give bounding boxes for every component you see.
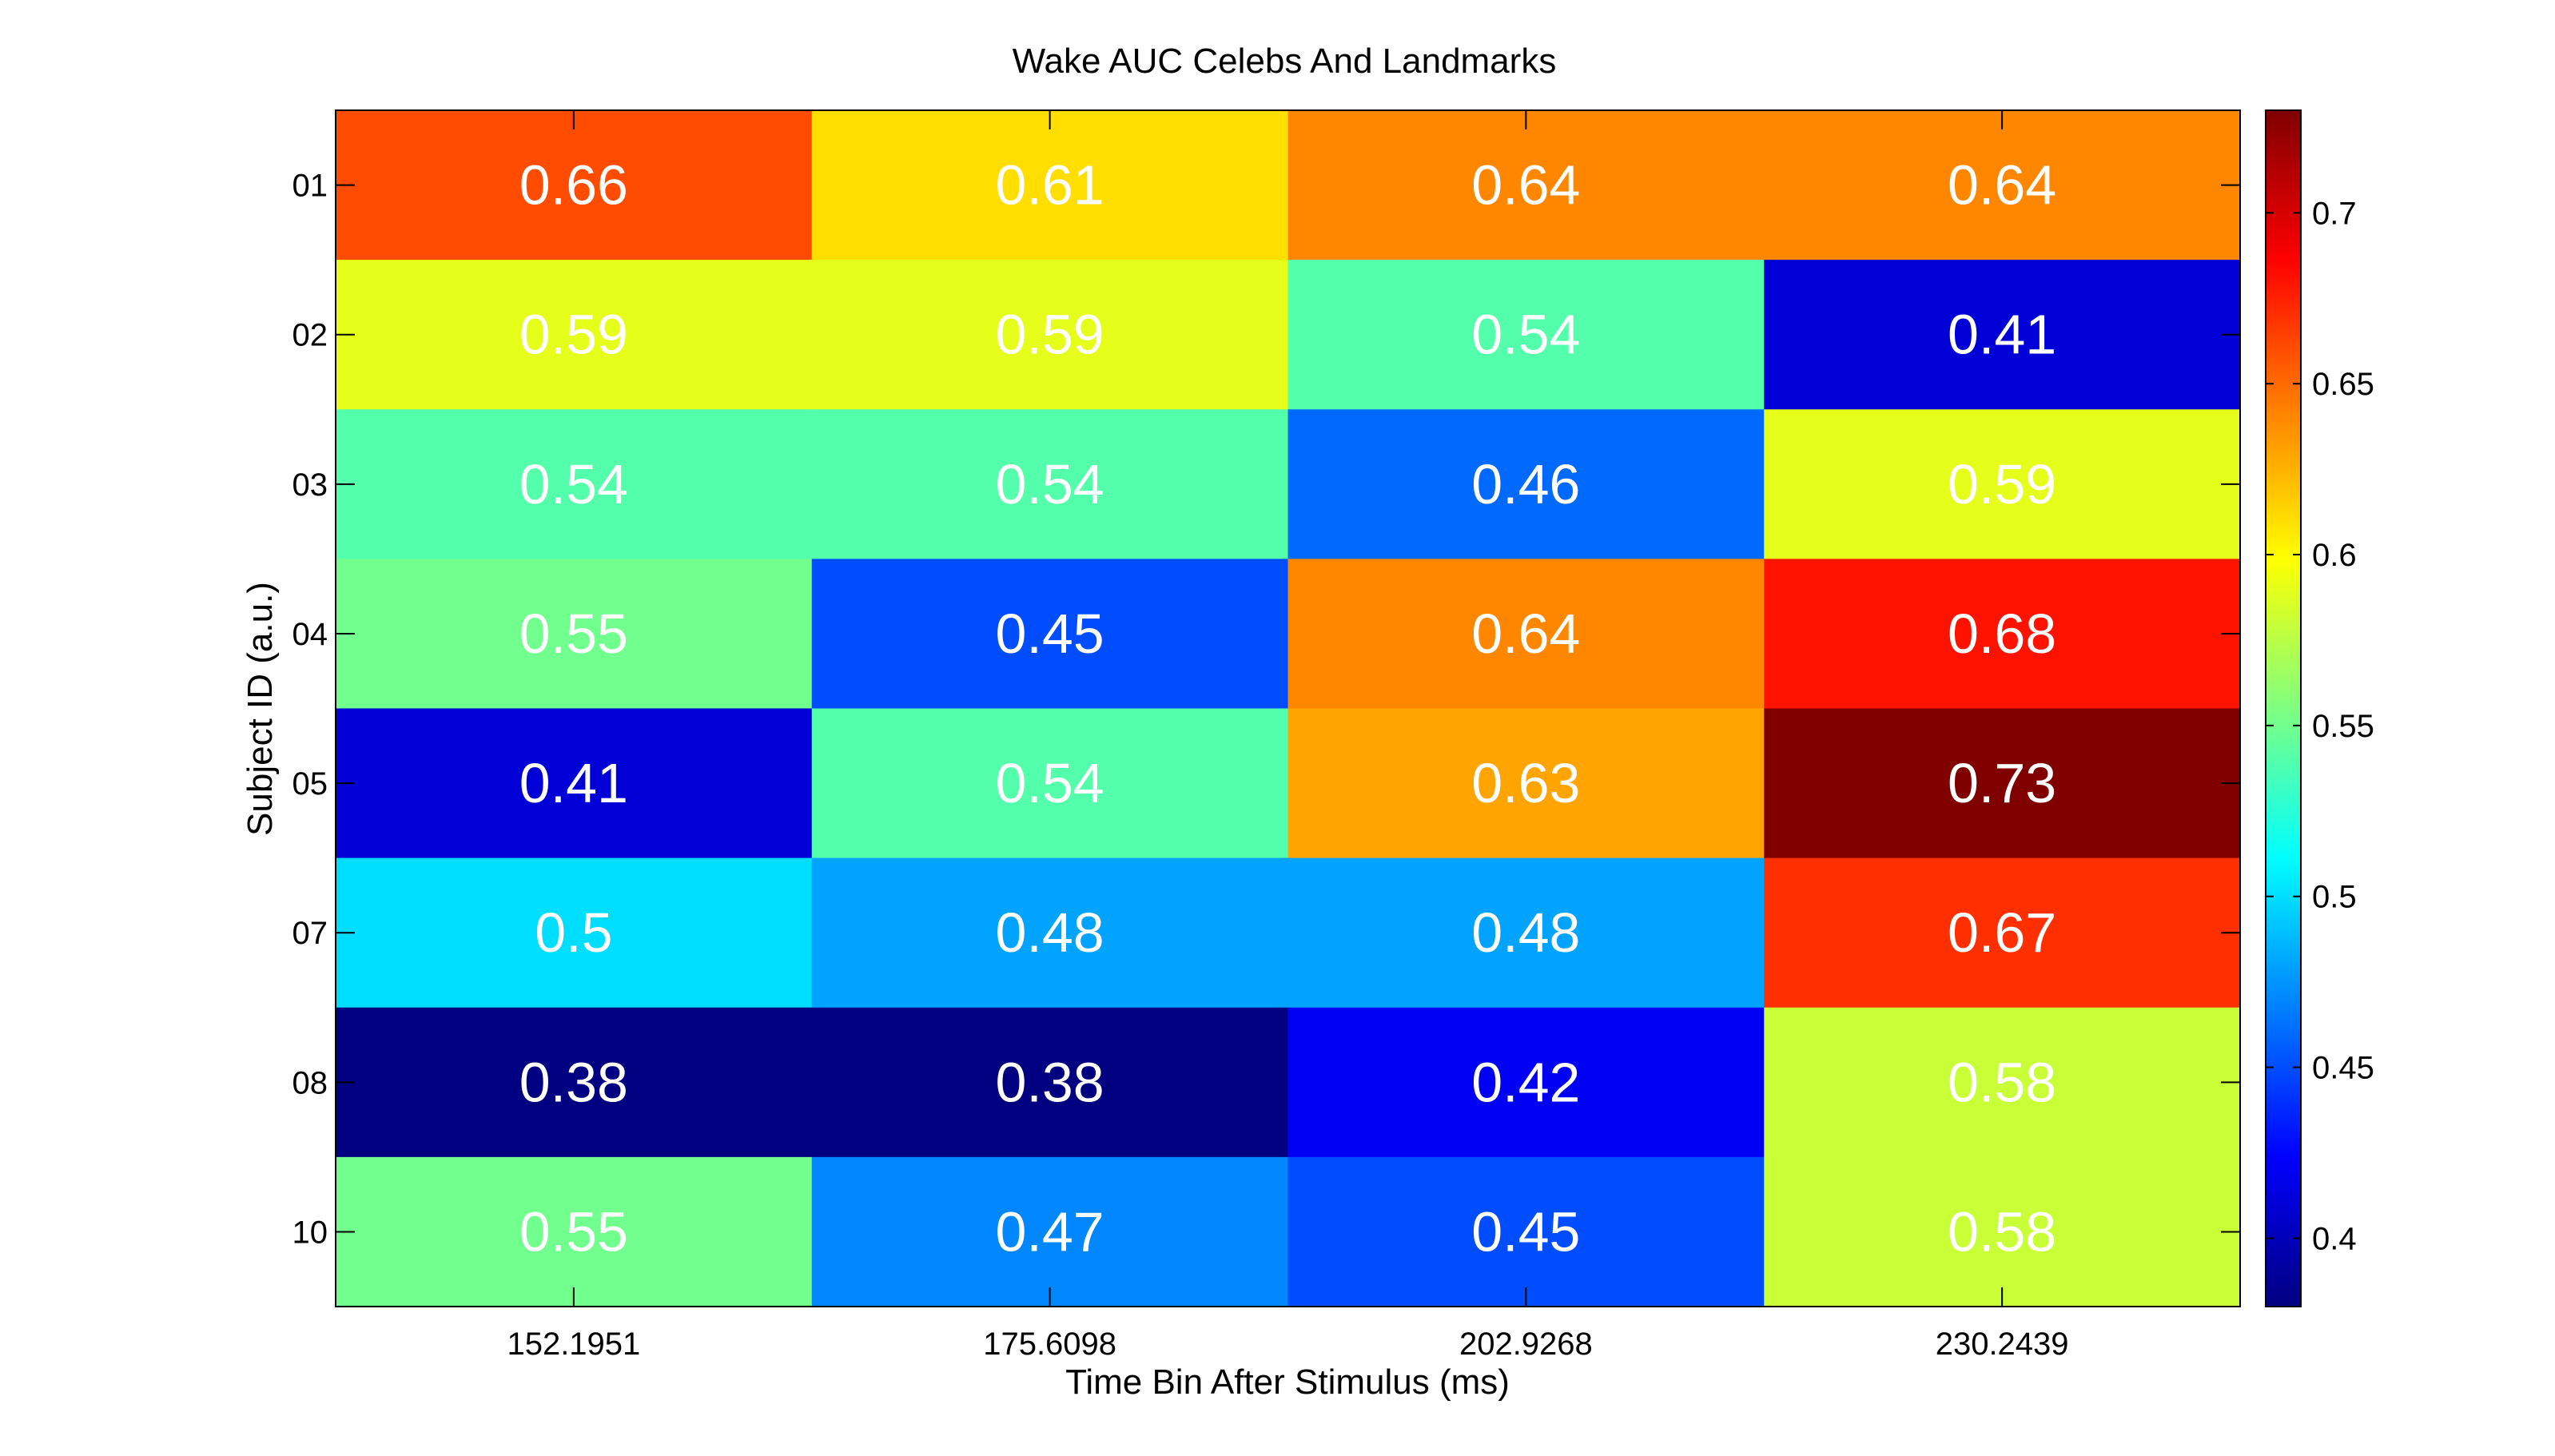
heatmap-cell: [336, 1007, 813, 1158]
cell-value-label: 0.64: [1948, 154, 2056, 217]
cell-value-label: 0.55: [519, 603, 628, 665]
cell-value-label: 0.73: [1948, 752, 2056, 814]
cell-value-label: 0.67: [1948, 901, 2056, 964]
cell-value-label: 0.54: [519, 453, 628, 515]
heatmap-cell: [336, 559, 813, 710]
cell-value-label: 0.64: [1471, 154, 1580, 217]
heatmap-cell: [1287, 559, 1765, 710]
plot-frame: [335, 109, 2241, 1307]
cell-value-label: 0.66: [519, 154, 628, 217]
heatmap-cell: [336, 110, 813, 261]
heatmap-cell: [811, 708, 1289, 859]
cell-value-label: 0.54: [996, 453, 1104, 515]
heatmap-cell: [1764, 409, 2241, 559]
y-tick-label: 07: [293, 916, 328, 951]
cell-value-label: 0.45: [996, 603, 1104, 665]
heatmap-cell: [1764, 857, 2241, 1008]
x-tick-label: 202.9268: [1459, 1327, 1593, 1362]
heatmap-cell: [1287, 708, 1765, 859]
y-tick-label: 02: [293, 318, 328, 353]
cell-value-label: 0.46: [1471, 453, 1580, 515]
heatmap-cell: [1764, 559, 2241, 710]
cell-value-label: 0.58: [1948, 1051, 2056, 1113]
y-tick-label: 03: [293, 467, 328, 503]
colorbar-tick-label: 0.6: [2312, 538, 2357, 573]
cell-value-label: 0.47: [996, 1200, 1104, 1263]
heatmap-cell: [336, 708, 813, 859]
heatmap-cell: [1764, 1007, 2241, 1158]
heatmap-cell: [1287, 409, 1765, 559]
heatmap-cell: [811, 110, 1289, 261]
cell-value-label: 0.68: [1948, 603, 2056, 665]
cell-value-label: 0.45: [1471, 1200, 1580, 1263]
axes: 152.1951 175.6098 202.9268 230.2439 01 02 03 04…: [293, 110, 2240, 1362]
cell-value-label: 0.38: [519, 1051, 628, 1113]
colorbar-tick-label: 0.5: [2312, 880, 2357, 915]
cell-value-label: 0.59: [519, 304, 628, 366]
heatmap-cell: [1287, 110, 1765, 261]
heatmap-cell: [1287, 1007, 1765, 1158]
heatmap-cell: [1287, 260, 1765, 410]
cell-value-label: 0.59: [1948, 453, 2056, 515]
cell-value-label: 0.48: [996, 901, 1104, 964]
colorbar-tick-label: 0.7: [2312, 196, 2357, 231]
colorbar-tick-label: 0.45: [2312, 1051, 2374, 1086]
y-tick-label: 01: [293, 169, 328, 204]
heatmap-cell: [811, 409, 1289, 559]
x-tick-label: 175.6098: [983, 1327, 1116, 1362]
heatmap-cell: [1764, 708, 2241, 859]
heatmap-cell: [1764, 260, 2241, 410]
heatmap-cells: 0.66 0.61 0.64 0.64 0.59 0.59 0.54 0.41 0.54 0.54…: [336, 110, 2241, 1307]
cell-value-label: 0.64: [1471, 603, 1580, 665]
cell-value-label: 0.54: [996, 752, 1104, 814]
cell-value-label: 0.41: [1948, 304, 2056, 366]
y-axis-label: Subject ID (a.u.): [241, 582, 280, 836]
cell-value-label: 0.61: [996, 154, 1104, 217]
heatmap-cell: [811, 1156, 1289, 1307]
y-tick-label: 04: [293, 617, 328, 652]
heatmap-cell: [1764, 1156, 2241, 1307]
cell-value-label: 0.63: [1471, 752, 1580, 814]
heatmap-cell: [811, 1007, 1289, 1158]
heatmap-cell: [336, 1156, 813, 1307]
cell-value-label: 0.54: [1471, 304, 1580, 366]
heatmap-cell: [1287, 1156, 1765, 1307]
y-tick-label: 08: [293, 1065, 328, 1100]
heatmap-cell: [336, 857, 813, 1008]
heatmap-cell: [1287, 857, 1765, 1008]
y-tick-label: 05: [293, 766, 328, 802]
cell-value-label: 0.48: [1471, 901, 1580, 964]
colorbar-tick-label: 0.55: [2312, 709, 2374, 744]
cell-value-label: 0.42: [1471, 1051, 1580, 1113]
chart-title: Wake AUC Celebs And Landmarks: [1013, 42, 1557, 81]
heatmap-cell: [336, 409, 813, 559]
x-tick-label: 230.2439: [1936, 1327, 2069, 1362]
heatmap-cell: [336, 260, 813, 410]
colorbar-tick-label: 0.4: [2312, 1221, 2357, 1256]
heatmap-cell: [811, 857, 1289, 1008]
heatmap-cell: [811, 559, 1289, 710]
heatmap-cell: [811, 260, 1289, 410]
x-tick-label: 152.1951: [507, 1327, 640, 1362]
colorbar: [2265, 109, 2302, 1307]
cell-value-label: 0.55: [519, 1200, 628, 1263]
colorbar-ticks: 0.4 0.45 0.5 0.55 0.6 0.65 0.7: [2266, 196, 2374, 1256]
colorbar-tick-label: 0.65: [2312, 367, 2374, 402]
cell-value-label: 0.58: [1948, 1200, 2056, 1263]
x-axis-label: Time Bin After Stimulus (ms): [1065, 1363, 1510, 1402]
cell-value-label: 0.59: [996, 304, 1104, 366]
cell-value-label: 0.5: [535, 901, 612, 964]
heatmap-cell: [1764, 110, 2241, 261]
cell-value-label: 0.41: [519, 752, 628, 814]
cell-value-label: 0.38: [996, 1051, 1104, 1113]
y-tick-label: 10: [293, 1215, 328, 1250]
